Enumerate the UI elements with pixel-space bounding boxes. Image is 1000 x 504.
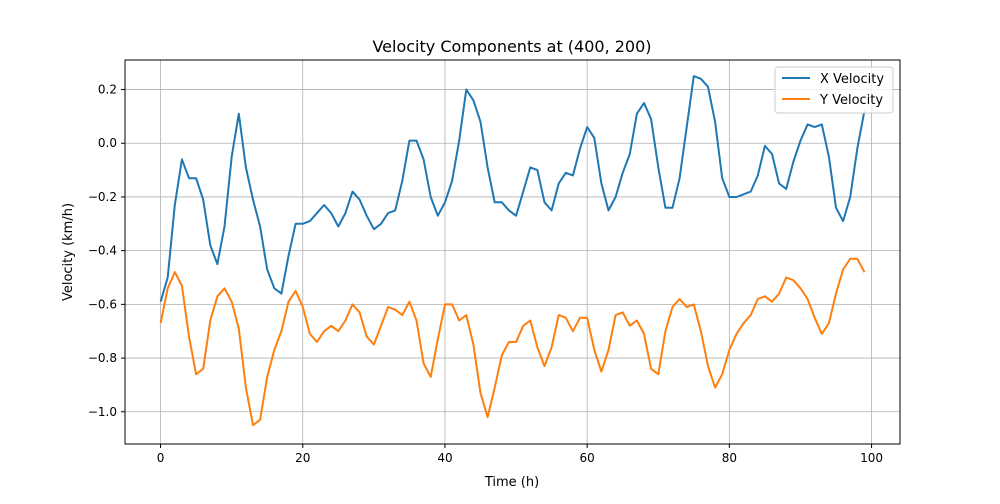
y-tick-label: −0.8 [88,351,117,365]
y-tick-label: −0.4 [88,244,117,258]
y-axis: −1.0 −0.8 −0.6 −0.4 −0.2 0.0 0.2 [88,83,125,419]
plot-frame [124,59,901,445]
series-line-x-velocity [159,75,866,302]
x-tick-label: 60 [580,451,595,465]
y-tick-label: −1.0 [88,405,117,419]
x-tick-label: 20 [295,451,310,465]
x-axis-title: Time (h) [484,475,539,490]
legend-label-x-velocity: X Velocity [820,72,884,87]
x-tick-label: 80 [722,451,737,465]
legend: X Velocity Y Velocity [774,66,894,114]
x-tick-label: 0 [157,451,165,465]
x-tick-label: 100 [860,451,883,465]
grid [125,60,900,444]
series-line-y-velocity [159,257,866,427]
series-lines [159,75,866,427]
chart-title: Velocity Components at (400, 200) [372,37,651,56]
y-tick-label: 0.0 [98,136,117,150]
y-tick-label: −0.2 [88,190,117,204]
y-tick-label: −0.6 [88,297,117,311]
legend-label-y-velocity: Y Velocity [819,93,883,108]
y-tick-label: 0.2 [98,83,117,97]
x-tick-label: 40 [437,451,452,465]
y-axis-title: Velocity (km/h) [61,203,76,301]
x-axis: 0 20 40 60 80 100 [157,444,883,465]
